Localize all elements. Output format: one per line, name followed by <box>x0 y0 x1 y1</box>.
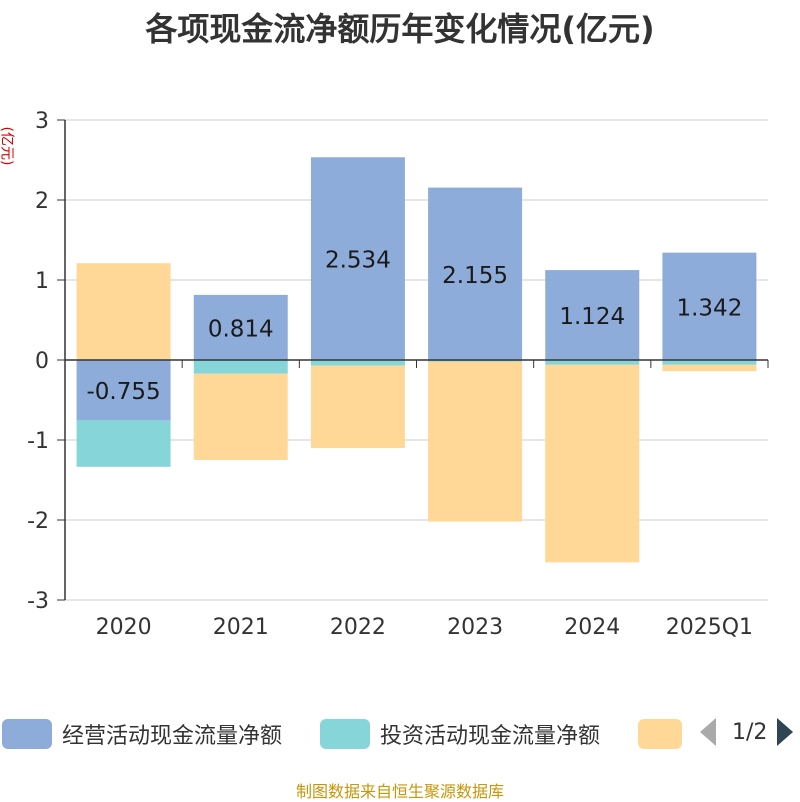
x-tick-label: 2023 <box>447 615 503 640</box>
bar-data-label: 1.342 <box>676 295 742 321</box>
bar-financing <box>428 361 523 522</box>
legend-pager: 1/2 <box>700 718 794 746</box>
y-tick-label: -2 <box>27 509 49 534</box>
legend-item-financing[interactable] <box>638 716 692 752</box>
y-tick-label: 2 <box>35 189 49 214</box>
y-tick-label: -1 <box>27 429 49 454</box>
bar-financing <box>545 364 640 563</box>
legend: 经营活动现金流量净额 投资活动现金流量净额 <box>0 716 800 756</box>
bar-operating <box>545 270 640 360</box>
legend-label-investing: 投资活动现金流量净额 <box>380 724 601 749</box>
y-tick-label: -3 <box>27 589 49 614</box>
bar-financing <box>76 263 171 360</box>
x-tick-label: 2024 <box>564 615 620 640</box>
chart-title: 各项现金流净额历年变化情况(亿元) <box>145 10 655 48</box>
legend-item-operating[interactable]: 经营活动现金流量净额 <box>2 716 282 752</box>
y-tick-label: 3 <box>35 109 49 134</box>
bar-data-label: 0.814 <box>208 316 274 342</box>
x-tick-label: 2022 <box>330 615 386 640</box>
x-tick-label: 2021 <box>213 615 269 640</box>
legend-next-page-icon[interactable] <box>777 718 794 746</box>
legend-prev-page-icon[interactable] <box>700 718 716 746</box>
bar-investing <box>76 420 171 467</box>
bar-data-label: 2.534 <box>325 248 391 274</box>
bar-investing <box>545 360 640 365</box>
bar-operating <box>662 252 757 360</box>
bar-financing <box>310 365 405 448</box>
bar-data-label: -0.755 <box>87 379 161 405</box>
bar-financing <box>662 364 757 372</box>
x-tick-label: 2025Q1 <box>666 615 753 640</box>
data-source-note: 制图数据来自恒生聚源数据库 <box>295 782 504 801</box>
bar-operating <box>76 360 171 421</box>
x-tick-label: 2020 <box>96 615 152 640</box>
bar-operating <box>310 157 405 360</box>
legend-label-operating: 经营活动现金流量净额 <box>62 724 283 749</box>
bar-data-label: 1.124 <box>559 304 625 330</box>
legend-swatch-financing <box>638 719 682 749</box>
bar-investing <box>428 360 523 362</box>
legend-swatch-investing <box>320 719 370 749</box>
bar-investing <box>662 360 757 365</box>
bar-operating <box>193 294 288 360</box>
bar-investing <box>193 360 288 374</box>
cashflow-bar-chart: 3 2 1 0 -1 -2 -3 -0.755 0.814 2.534 2.155 1.124 1.34… <box>27 109 769 640</box>
bar-data-label: 2.155 <box>442 263 508 289</box>
y-tick-label: 1 <box>35 269 49 294</box>
legend-page-indicator: 1/2 <box>732 719 768 745</box>
bar-investing <box>310 360 405 366</box>
bar-operating <box>428 187 523 360</box>
bar-financing <box>193 373 288 460</box>
legend-swatch-operating <box>2 719 52 749</box>
legend-item-investing[interactable]: 投资活动现金流量净额 <box>320 716 600 752</box>
y-tick-label: 0 <box>35 349 49 374</box>
